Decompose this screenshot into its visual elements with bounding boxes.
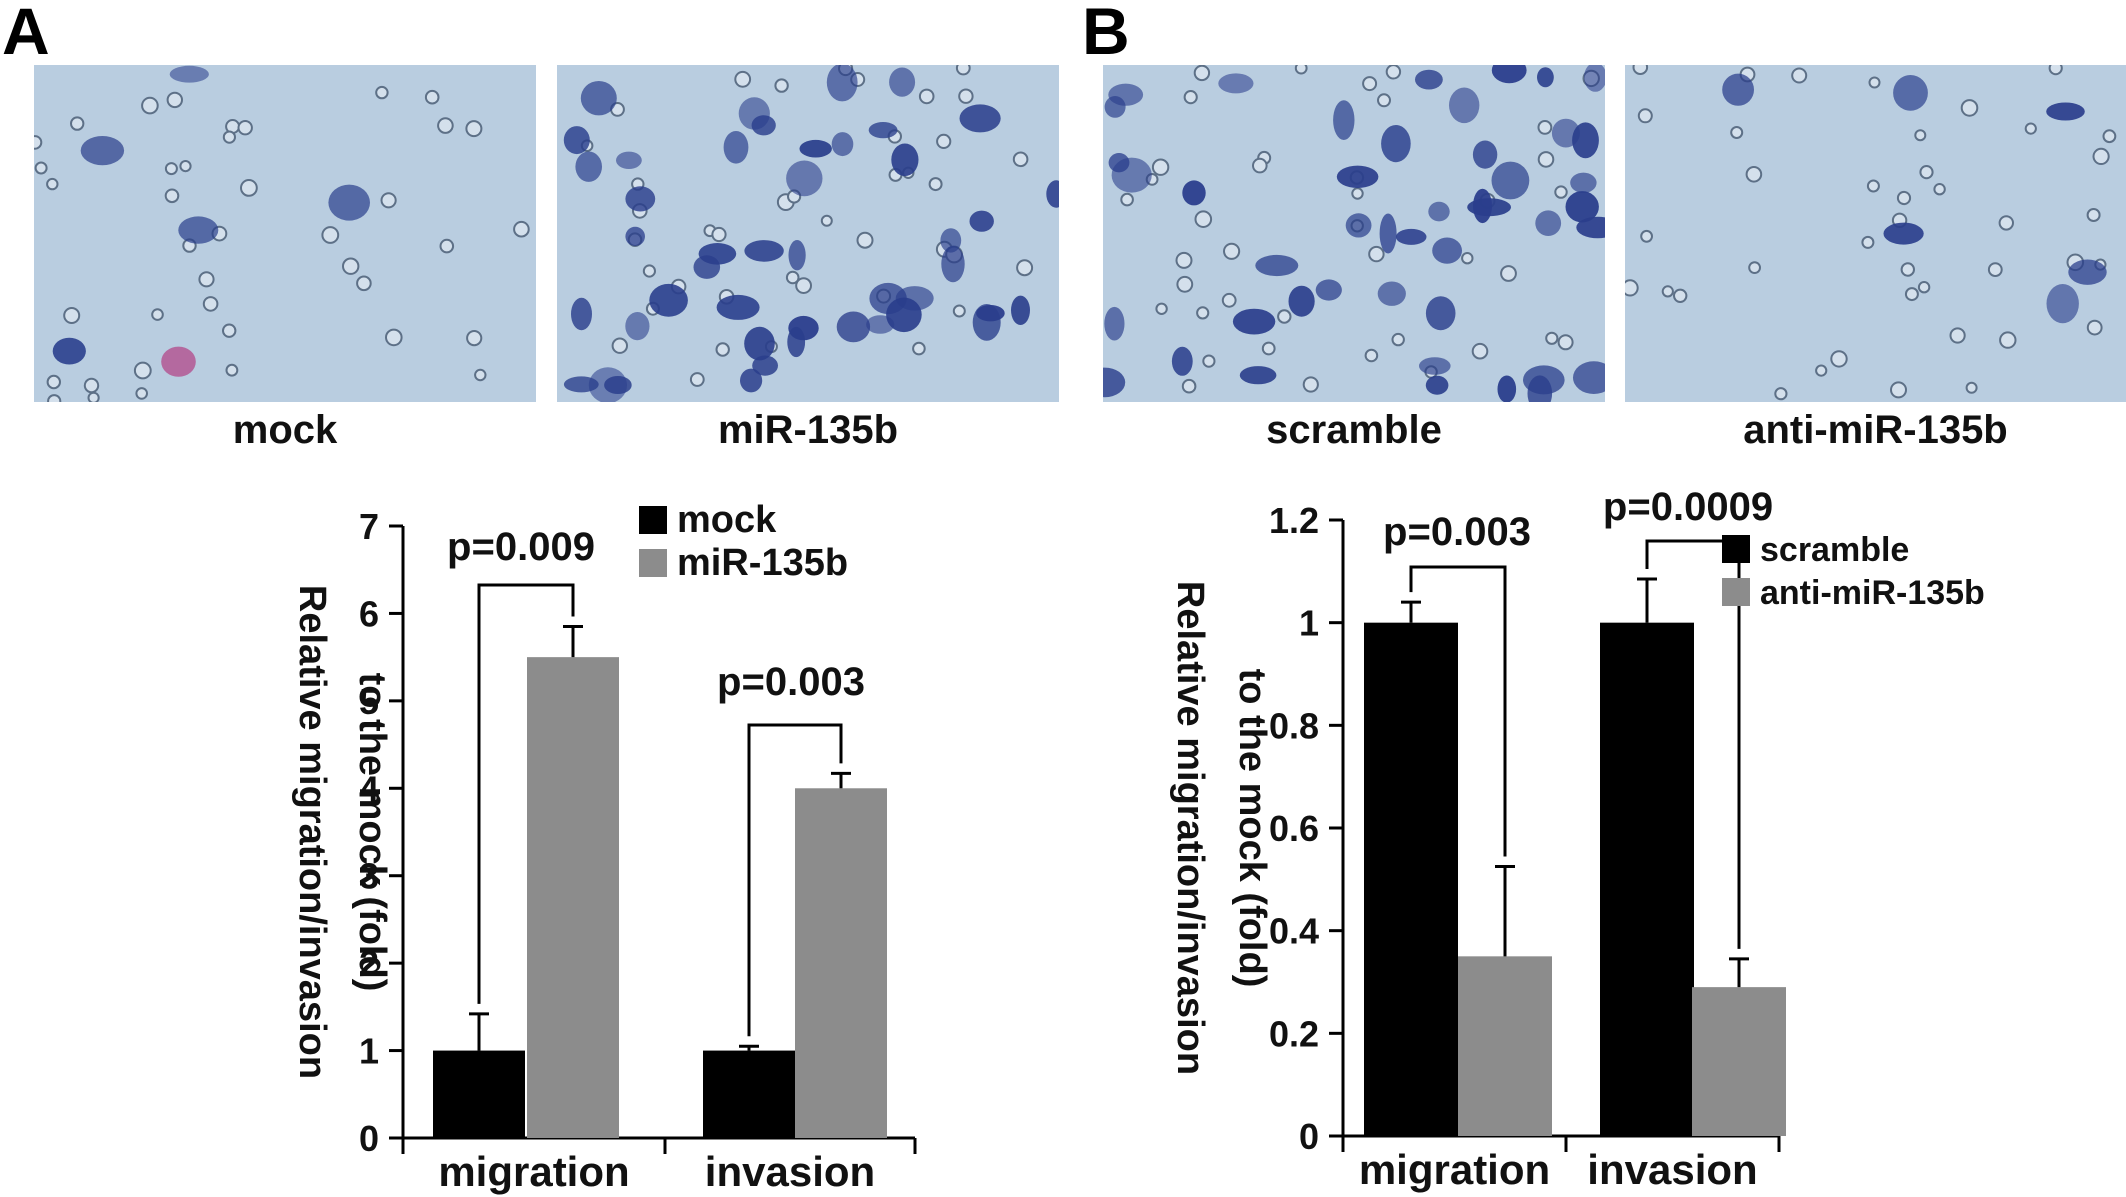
legend-swatch (1722, 578, 1750, 606)
p-value-label: p=0.003 (717, 660, 865, 704)
y-tick-label: 4 (359, 768, 379, 809)
micrograph-label-scramble: scramble (1266, 408, 1442, 452)
y-axis-label: Relative migration/invasion (291, 585, 333, 1079)
y-axis-label: Relative migration/invasion (1169, 581, 1211, 1075)
bar-anti-mir-135b (1692, 987, 1786, 1136)
y-axis-label: to the mock (fold) (351, 673, 393, 992)
y-tick-label: 7 (359, 506, 379, 547)
legend-label: scramble (1760, 531, 1909, 569)
y-tick-label: 1 (359, 1031, 379, 1072)
significance-bracket (1645, 539, 1741, 949)
y-tick-label: 0.6 (1269, 808, 1319, 849)
micrograph-label-anti-mir-135b: anti-miR-135b (1743, 408, 2008, 452)
panel-letter-a: A (2, 0, 50, 68)
p-value-label: p=0.009 (447, 525, 595, 569)
bar-mir-135b (527, 657, 619, 1138)
panel-letter-b: B (1082, 0, 1130, 68)
bar-scramble (1600, 622, 1694, 1136)
legend-label: anti-miR-135b (1760, 574, 1985, 612)
x-tick-label: invasion (705, 1148, 875, 1195)
y-tick-label: 3 (359, 856, 379, 897)
micrograph-texture (1103, 65, 1605, 402)
micrograph-texture (557, 65, 1059, 402)
x-tick-label: migration (1359, 1146, 1550, 1193)
y-tick-label: 0.8 (1269, 705, 1319, 746)
legend-swatch (1722, 535, 1750, 563)
y-tick-label: 0 (1299, 1116, 1319, 1157)
y-tick-label: 1 (1299, 603, 1319, 644)
bar-mock (433, 1050, 525, 1138)
micrograph-texture (34, 65, 536, 402)
legend-label: mock (677, 499, 777, 541)
significance-bracket (1409, 565, 1507, 857)
x-tick-label: migration (438, 1148, 629, 1195)
y-tick-label: 0.2 (1269, 1013, 1319, 1054)
p-value-label: p=0.003 (1383, 510, 1531, 554)
micrograph-label-mir-135b: miR-135b (717, 408, 899, 452)
y-tick-label: 0 (359, 1118, 379, 1159)
y-tick-label: 1.2 (1269, 500, 1319, 541)
y-tick-label: 0.4 (1269, 911, 1319, 952)
y-tick-label: 6 (359, 593, 379, 634)
micrograph-texture (1625, 65, 2126, 402)
significance-bracket (747, 723, 843, 1037)
micrograph-anti-mir-135b (1625, 65, 2126, 402)
legend-swatch (639, 506, 667, 534)
micrograph-mock (34, 65, 536, 402)
bar-mir-135b (795, 788, 887, 1138)
bar-mock (703, 1050, 795, 1138)
legend-label: miR-135b (677, 542, 848, 584)
x-tick-label: invasion (1587, 1146, 1757, 1193)
y-tick-label: 2 (359, 943, 379, 984)
y-tick-label: 5 (359, 681, 379, 722)
y-axis-label: to the mock (fold) (1231, 669, 1273, 988)
legend-swatch (639, 549, 667, 577)
micrograph-scramble (1103, 65, 1605, 402)
micrograph-mir-135b (557, 65, 1059, 402)
significance-bracket (477, 583, 575, 1004)
p-value-label: p=0.0009 (1603, 485, 1773, 529)
bar-scramble (1364, 622, 1458, 1136)
bar-anti-mir-135b (1458, 956, 1552, 1136)
micrograph-label-mock: mock (232, 408, 338, 452)
